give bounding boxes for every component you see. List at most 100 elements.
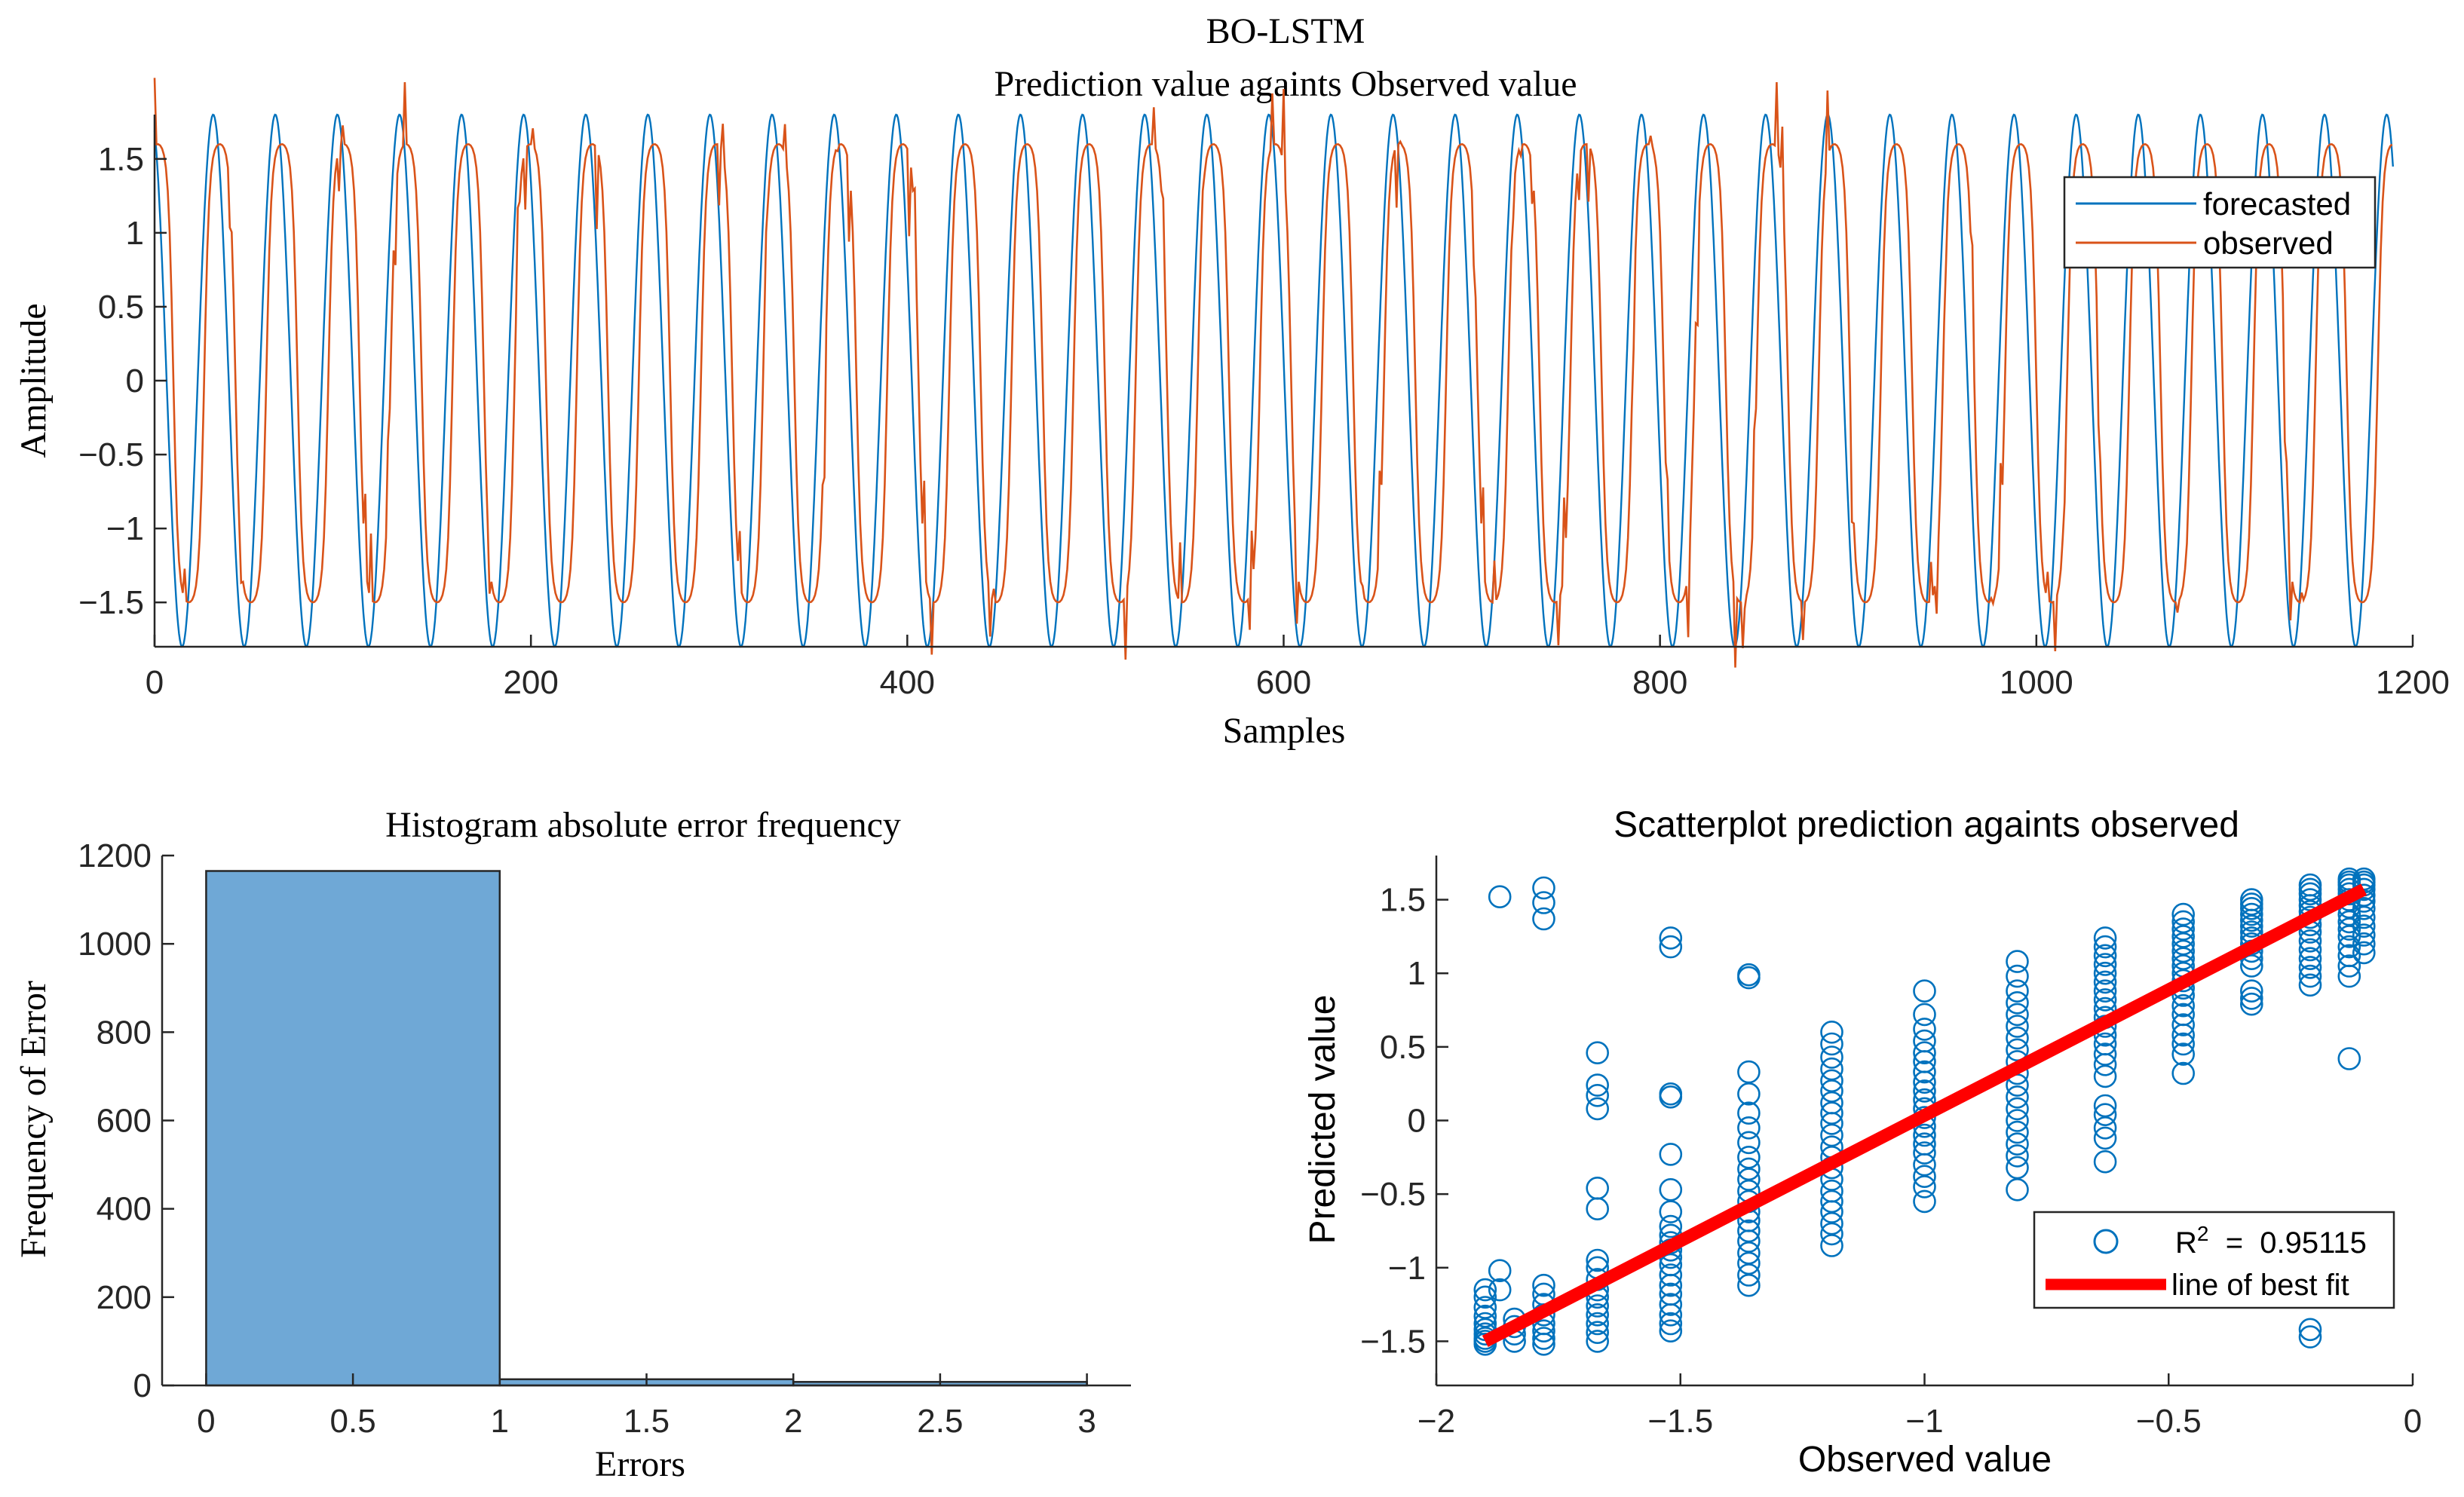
scatter-point (1820, 1222, 1843, 1246)
ts-legend-forecasted-label: forecasted (2203, 186, 2351, 222)
sc-y-tick-label: 1.5 (1380, 882, 1426, 919)
scatter-point (1913, 979, 1936, 1003)
sc-y-ticks: −1.5 −1 −0.5 0 0.5 1 1.5 (1360, 882, 1448, 1360)
scatter-point (1659, 1143, 1683, 1166)
sc-legend-r2-label: R2 = 0.95115 (2175, 1222, 2367, 1260)
ts-legend-box (2063, 176, 2377, 269)
sc-x-tick-label: −2 (1417, 1403, 1455, 1440)
ts-y-tick-label: −0.5 (78, 436, 144, 473)
sc-x-tick-label: −1 (1905, 1403, 1943, 1440)
scatter-point (2093, 961, 2117, 985)
scatter-title: Scatterplot prediction againts observed (1614, 805, 2239, 845)
scatter-point (2006, 1097, 2029, 1121)
scatter-point (2006, 1003, 2029, 1027)
scatter-point (2093, 970, 2117, 994)
sc-legend-box (2033, 1211, 2395, 1309)
ts-y-ticks: −1.5 −1 −0.5 0 0.5 1 1.5 (78, 141, 167, 621)
scatter-point (2298, 964, 2322, 988)
r2-superscript: 2 (2197, 1222, 2209, 1245)
scatter-point (1659, 935, 1683, 959)
scatter-point (2006, 964, 2029, 988)
scatter-point (1913, 1060, 1936, 1084)
scatter-point (1586, 1084, 1609, 1107)
scatter-point (2298, 929, 2322, 953)
scatter-point (1820, 1021, 1843, 1044)
scatter-point (2171, 917, 2195, 941)
scatter-point (1737, 1146, 1761, 1169)
scatter-point (2298, 947, 2322, 970)
scatter-point (2093, 944, 2117, 968)
scatter-point (2093, 935, 2117, 959)
hist-x-tick-label: 0.5 (330, 1403, 376, 1440)
scatter-point (2171, 947, 2195, 970)
scatter-point (2093, 926, 2117, 950)
scatter-point (1473, 1285, 1497, 1309)
scatter-point (2006, 1109, 2029, 1132)
sc-y-tick-label: 0.5 (1380, 1029, 1426, 1066)
scatter-point (2240, 954, 2263, 978)
scatter-point (1820, 1211, 1843, 1235)
ts-y-tick-label: −1.5 (78, 584, 144, 621)
ts-x-tick-label: 400 (880, 664, 935, 701)
scatter-point (1820, 1200, 1843, 1223)
scatter-point (1659, 1319, 1683, 1342)
scatter-point (1737, 1219, 1761, 1243)
ts-y-tick-label: 1.5 (98, 141, 144, 178)
scatter-point (1737, 966, 1761, 990)
scatter-point (2093, 1103, 2117, 1126)
scatter-point (2298, 882, 2322, 906)
scatter-point (1586, 1330, 1609, 1353)
scatter-point (1659, 1178, 1683, 1202)
scatter-point (1488, 885, 1512, 908)
scatter-chart: Scatterplot prediction againts observed … (1303, 805, 2422, 1480)
scatter-point (1737, 1060, 1761, 1084)
ts-x-tick-label: 0 (146, 664, 164, 701)
ts-x-tick-label: 600 (1256, 664, 1311, 701)
ts-legend-observed-label: observed (2203, 225, 2334, 261)
scatter-point (2298, 1325, 2322, 1349)
scatter-point (2337, 917, 2361, 941)
sc-x-ticks: −2 −1.5 −1 −0.5 0 (1417, 1373, 2422, 1440)
scatter-point (2093, 1053, 2117, 1076)
best-fit-line (1482, 883, 2367, 1347)
hist-title: Histogram absolute error frequency (385, 805, 901, 845)
scatter-point (1473, 1296, 1497, 1319)
scatter-point (2171, 1042, 2195, 1066)
scatter-point (1913, 1079, 1936, 1103)
hist-bar (205, 870, 501, 1387)
scatter-point (1913, 1041, 1936, 1064)
scatter-point (1659, 1200, 1683, 1223)
hist-y-tick-label: 200 (97, 1279, 152, 1316)
ts-y-tick-label: −1 (106, 510, 144, 547)
scatter-point (1473, 1278, 1497, 1302)
scatter-points (1473, 867, 2376, 1356)
scatter-point (1659, 1214, 1683, 1238)
scatter-point (2337, 954, 2361, 978)
scatter-point (1913, 1018, 1936, 1041)
scatter-point (1532, 1333, 1555, 1356)
scatter-point (2093, 1116, 2117, 1140)
scatter-point (1488, 1259, 1512, 1282)
scatter-point (2006, 1178, 2029, 1202)
scatter-point (2171, 993, 2195, 1018)
scatter-point (2006, 950, 2029, 973)
scatter-point (2093, 1064, 2117, 1088)
scatter-point (1532, 876, 1555, 900)
sc-y-tick-label: −1 (1388, 1250, 1426, 1287)
scatter-point (2337, 910, 2361, 934)
scatter-point (1820, 1123, 1843, 1147)
scatter-point (1586, 1248, 1609, 1272)
scatter-point (1586, 1177, 1609, 1200)
scatter-point (2171, 902, 2195, 926)
scatter-point (1532, 907, 1555, 931)
ts-x-ticks: 0 200 400 600 800 1000 1200 (146, 635, 2450, 701)
scatter-point (2240, 979, 2263, 1003)
hist-x-tick-label: 2 (784, 1403, 802, 1440)
scatter-point (1913, 1189, 1936, 1214)
scatter-point (2006, 979, 2029, 1003)
observed-series-line (153, 78, 2393, 668)
scatter-point (1913, 1123, 1936, 1147)
chart-subtitle: Prediction value againts Observed value (994, 64, 1577, 104)
r2-symbol: R (2175, 1226, 2197, 1260)
